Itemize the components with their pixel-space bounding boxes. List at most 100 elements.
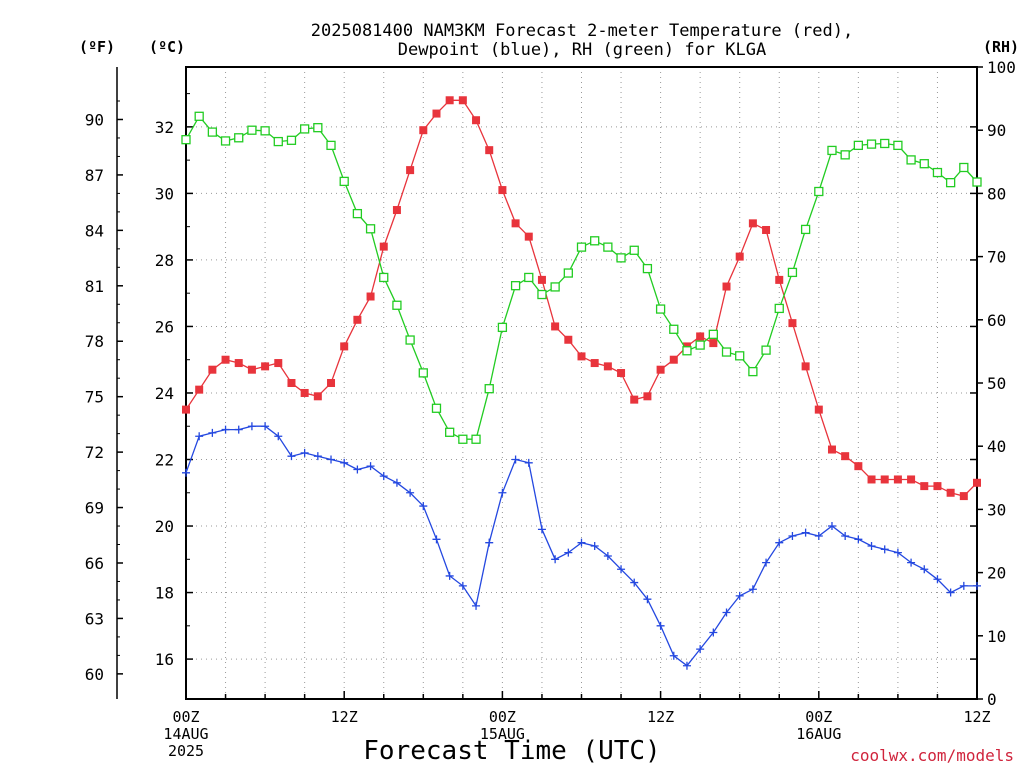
dewpoint-point — [472, 601, 481, 610]
x-tick-label: 2025 — [168, 742, 204, 760]
rh-point — [616, 253, 626, 263]
temperature-point — [353, 315, 362, 324]
dewpoint-point — [841, 532, 850, 541]
temperature-point — [933, 482, 942, 491]
f-tick-label: 69 — [85, 499, 104, 518]
dewpoint-point — [801, 528, 810, 537]
rh-point — [537, 289, 547, 300]
rh-point — [906, 155, 916, 165]
c-tick-label: 22 — [155, 451, 174, 470]
dewpoint-point — [735, 591, 744, 600]
c-tick-label: 32 — [155, 118, 174, 137]
rh-point — [563, 268, 573, 278]
dewpoint-point — [287, 452, 296, 461]
dewpoint-point — [827, 522, 836, 531]
temperature-point — [814, 405, 823, 414]
rh-point — [524, 272, 534, 283]
temperature-point — [551, 322, 560, 331]
dewpoint-point — [353, 465, 362, 474]
rh-point — [761, 345, 771, 355]
rh-point — [603, 242, 613, 252]
rh-point — [313, 123, 323, 133]
rh-point — [880, 138, 890, 149]
rh-point — [866, 139, 877, 149]
x-tick-label: 00Z — [805, 708, 832, 726]
dewpoint-point — [313, 452, 322, 461]
f-tick-label: 60 — [85, 665, 104, 684]
dewpoint-point — [432, 535, 441, 544]
dewpoint-point — [234, 425, 243, 434]
temperature-point — [827, 445, 836, 454]
rh-point — [655, 304, 666, 314]
c-tick-label: 20 — [155, 517, 174, 536]
temperature-point — [696, 332, 705, 341]
dewpoint-point — [814, 532, 823, 541]
rh-point — [497, 322, 508, 333]
f-tick-label: 75 — [85, 388, 104, 407]
dewpoint-point — [669, 651, 678, 660]
temperature-point — [287, 379, 296, 387]
dewpoint-point — [722, 608, 731, 617]
rh-point — [510, 281, 521, 291]
temperature-point — [762, 225, 771, 234]
temperature-point — [907, 475, 916, 484]
temperature-point — [788, 319, 797, 328]
x-tick-label: 14AUG — [163, 725, 208, 743]
temperature-point — [973, 478, 981, 487]
rh-point — [735, 351, 745, 361]
temperature-point — [221, 355, 230, 364]
rh-point — [379, 272, 389, 283]
rh-point — [484, 384, 494, 394]
temperature-point — [656, 365, 665, 374]
dewpoint-point — [893, 548, 902, 557]
temperature-point — [854, 462, 863, 471]
dewpoint-point — [867, 541, 876, 550]
rh-point — [590, 236, 600, 246]
temperature-point — [432, 109, 441, 118]
chart-title-line1: 2025081400 NAM3KM Forecast 2-meter Tempe… — [311, 21, 853, 41]
temperature-point — [880, 475, 889, 484]
rh-point — [959, 162, 969, 173]
dewpoint-point — [696, 645, 705, 654]
dewpoint-point — [762, 558, 771, 567]
temperature-point — [590, 359, 599, 368]
x-tick-label: 12Z — [331, 708, 358, 726]
rh-tick-label: 70 — [987, 248, 1006, 267]
rh-tick-label: 80 — [987, 184, 1006, 203]
dewpoint-point — [221, 425, 230, 434]
dewpoint-point — [182, 468, 190, 477]
temperature-point — [867, 475, 876, 484]
dewpoint-point — [485, 538, 494, 547]
dewpoint-point — [247, 422, 256, 431]
rh-point — [629, 245, 639, 255]
c-tick-label: 16 — [155, 650, 174, 669]
temperature-point — [445, 96, 454, 105]
temperature-point — [722, 282, 731, 291]
dewpoint-point — [973, 581, 981, 590]
rh-point — [893, 140, 903, 151]
c-tick-label: 30 — [155, 184, 174, 203]
credit-label: coolwx.com/models — [850, 746, 1014, 765]
rh-point — [800, 224, 811, 235]
rh-point — [550, 282, 560, 292]
rh-point — [234, 133, 244, 143]
rh-point — [326, 140, 336, 151]
temperature-point — [261, 362, 270, 371]
rh-point — [774, 303, 784, 314]
temperature-point — [775, 275, 784, 284]
dewpoint-point — [551, 555, 560, 564]
rh-point — [405, 335, 415, 345]
rh-point — [695, 340, 705, 350]
dewpoint-point — [537, 525, 546, 534]
labels: 2025081400 NAM3KM Forecast 2-meter Tempe… — [79, 21, 1019, 766]
rh-point — [642, 263, 653, 274]
rh-point — [708, 329, 718, 339]
rh-point — [787, 267, 798, 278]
plot-series — [181, 96, 982, 670]
rh-point — [418, 368, 428, 378]
rh-tick-label: 60 — [987, 311, 1006, 330]
dewpoint-point — [643, 595, 652, 604]
temperature-point — [327, 379, 336, 387]
temperature-point — [709, 339, 718, 348]
